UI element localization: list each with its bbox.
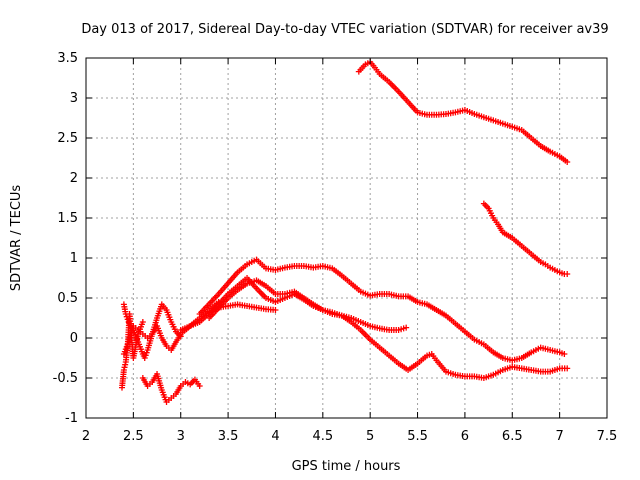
y-axis-label: SDTVAR / TECUs — [9, 185, 24, 292]
series-track-c — [177, 275, 410, 333]
series-track-b — [206, 277, 571, 381]
data-point — [177, 333, 184, 340]
y-tick-label: 0.5 — [57, 291, 78, 306]
series-track-f — [120, 301, 184, 361]
y-tick-label: 3.5 — [57, 51, 78, 66]
data-point — [272, 307, 279, 313]
x-tick-label: 2.5 — [123, 429, 144, 444]
series-track-g — [139, 371, 203, 405]
data-point — [564, 159, 571, 165]
series-track-mid — [480, 200, 571, 277]
data-point — [143, 349, 150, 356]
x-tick-label: 2 — [82, 429, 90, 444]
data-point — [561, 351, 568, 357]
data-point — [564, 271, 571, 277]
x-tick-label: 3 — [177, 429, 185, 444]
axis-tick-labels: 2 2.5 3 3.5 4 4.5 5 5.5 6 6.5 7 7.5 -1 -0.5 0 0.5 1 1.5 2 2… — [53, 51, 618, 444]
x-tick-label: 6 — [461, 429, 469, 444]
y-tick-label: 2.5 — [57, 131, 78, 146]
data-point — [215, 299, 222, 305]
y-tick-label: 1 — [70, 251, 78, 266]
grid-lines — [86, 58, 607, 418]
x-tick-label: 6.5 — [502, 429, 523, 444]
x-tick-label: 7 — [555, 429, 563, 444]
axis-ticks — [85, 57, 608, 419]
data-point — [142, 352, 149, 359]
y-tick-label: 3 — [70, 91, 78, 106]
data-point — [141, 355, 148, 361]
x-tick-label: 4 — [271, 429, 279, 444]
plot-frame — [85, 57, 608, 419]
y-tick-label: 2 — [70, 171, 78, 186]
series-track-h — [118, 311, 146, 391]
series-track-upper — [355, 59, 571, 165]
data-points — [118, 59, 571, 405]
y-tick-label: 1.5 — [57, 211, 78, 226]
y-tick-label: -0.5 — [53, 371, 78, 386]
chart-title: Day 013 of 2017, Sidereal Day-to-day VTE… — [81, 22, 608, 37]
x-tick-label: 5.5 — [407, 429, 428, 444]
x-tick-label: 7.5 — [597, 429, 618, 444]
data-point — [564, 365, 571, 372]
x-tick-label: 4.5 — [312, 429, 333, 444]
data-point — [403, 324, 410, 331]
y-tick-label: -1 — [65, 411, 78, 426]
x-tick-label: 5 — [366, 429, 374, 444]
x-axis-label: GPS time / hours — [292, 459, 401, 474]
x-tick-label: 3.5 — [218, 429, 239, 444]
data-point — [196, 383, 203, 389]
y-tick-label: 0 — [70, 331, 78, 346]
series-track-a — [196, 256, 568, 364]
data-point — [139, 319, 146, 325]
